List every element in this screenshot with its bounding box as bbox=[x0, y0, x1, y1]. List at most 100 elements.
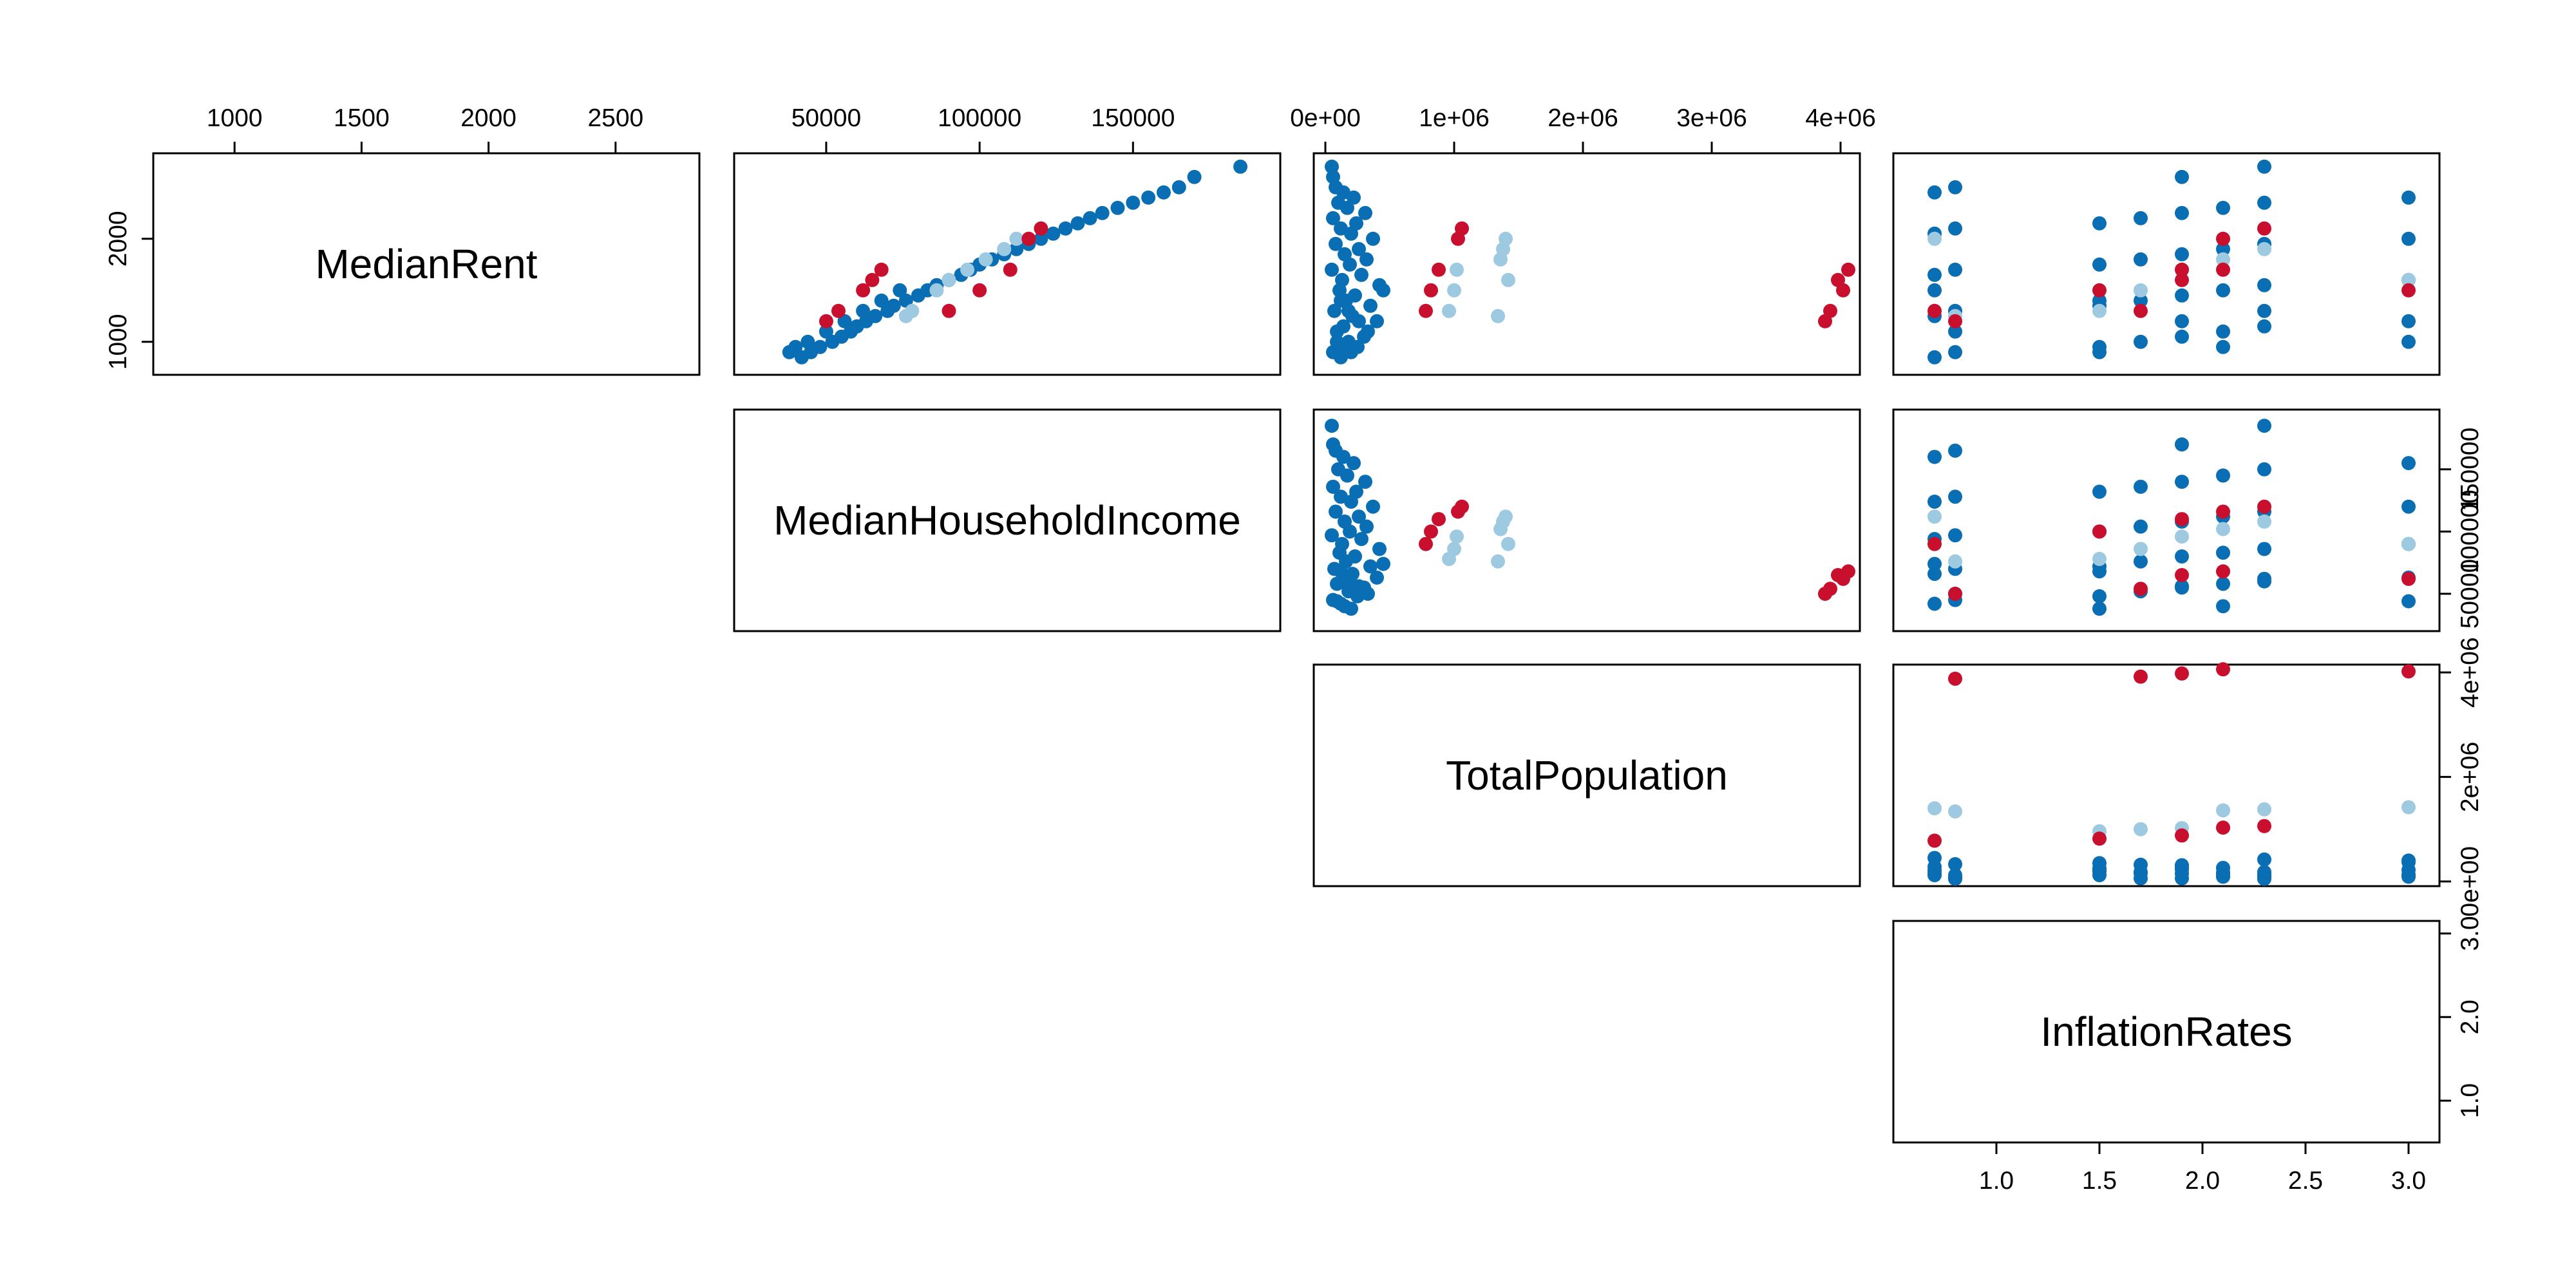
data-point-series-0 bbox=[2216, 576, 2230, 591]
data-point-series-0 bbox=[2134, 211, 2148, 225]
data-point-series-0 bbox=[1354, 267, 1368, 282]
data-point-series-0 bbox=[2216, 468, 2230, 483]
data-point-series-0 bbox=[2257, 159, 2271, 174]
data-point-series-2 bbox=[2134, 582, 2148, 596]
data-point-series-0 bbox=[1948, 489, 1962, 504]
data-point-series-2 bbox=[1823, 582, 1837, 596]
data-point-series-0 bbox=[886, 298, 901, 313]
data-point-series-2 bbox=[831, 303, 846, 318]
data-point-series-0 bbox=[2216, 545, 2230, 560]
data-point-series-2 bbox=[1841, 262, 1855, 277]
data-point-series-1 bbox=[942, 272, 956, 287]
data-point-series-0 bbox=[1927, 867, 1942, 882]
data-point-series-0 bbox=[1329, 504, 1343, 519]
data-point-series-2 bbox=[2257, 499, 2271, 514]
data-point-series-2 bbox=[2257, 819, 2271, 833]
data-point-series-0 bbox=[1325, 262, 1339, 277]
data-point-series-0 bbox=[898, 293, 913, 308]
data-point-series-0 bbox=[1110, 200, 1125, 215]
data-point-series-2 bbox=[1451, 231, 1465, 246]
data-point-series-0 bbox=[2092, 216, 2107, 231]
panel-MedianRent-InflationRates bbox=[1892, 152, 2441, 376]
variable-label-TotalPopulation: TotalPopulation bbox=[1446, 752, 1728, 799]
data-point-series-0 bbox=[1352, 509, 1366, 524]
data-point-series-0 bbox=[1083, 211, 1097, 225]
data-point-series-0 bbox=[837, 314, 852, 328]
data-point-series-2 bbox=[2134, 303, 2148, 318]
data-point-series-2 bbox=[2216, 662, 2230, 677]
data-point-series-1 bbox=[2257, 802, 2271, 817]
data-point-series-0 bbox=[2401, 190, 2416, 205]
data-point-series-0 bbox=[1335, 272, 1349, 287]
data-point-series-0 bbox=[1948, 443, 1962, 458]
top-tick-label-MedianRent: 2500 bbox=[587, 104, 643, 132]
data-point-series-0 bbox=[1352, 242, 1366, 256]
data-point-series-0 bbox=[2216, 242, 2230, 256]
data-point-series-0 bbox=[1927, 450, 1942, 464]
data-point-series-0 bbox=[2092, 257, 2107, 272]
data-point-series-2 bbox=[2257, 221, 2271, 236]
data-point-series-1 bbox=[2134, 542, 2148, 556]
data-point-series-0 bbox=[1058, 221, 1073, 236]
data-point-series-0 bbox=[2134, 857, 2148, 872]
data-point-series-2 bbox=[2401, 664, 2416, 679]
data-point-series-0 bbox=[1948, 857, 1962, 871]
data-point-series-1 bbox=[1447, 283, 1461, 298]
data-point-series-0 bbox=[1370, 570, 1384, 585]
top-tick-label-MedianRent: 1500 bbox=[334, 104, 390, 132]
data-point-series-0 bbox=[1329, 236, 1343, 251]
data-point-series-1 bbox=[2134, 283, 2148, 298]
data-point-series-0 bbox=[1327, 303, 1341, 318]
data-point-series-0 bbox=[1358, 205, 1372, 220]
axes-layer: 1000 1500 2000 2500 50000 100000 150000 0e+00 1e… bbox=[104, 104, 2484, 1195]
left-tick-label-MedianRent: 2000 bbox=[104, 211, 132, 267]
panel-MedianHouseholdIncome-InflationRates bbox=[1892, 408, 2441, 632]
data-point-series-0 bbox=[1358, 475, 1372, 489]
data-point-series-1 bbox=[2092, 303, 2107, 318]
data-point-series-1 bbox=[1450, 529, 1464, 544]
panel-MedianHouseholdIncome-MedianHouseholdIncome bbox=[733, 408, 1282, 632]
data-point-series-0 bbox=[1326, 437, 1340, 452]
right-tick-label-TotalPopulation: 4e+06 bbox=[2456, 637, 2484, 708]
data-point-series-2 bbox=[1823, 303, 1837, 318]
data-point-series-2 bbox=[2175, 666, 2189, 681]
data-point-series-1 bbox=[1501, 272, 1515, 287]
data-point-series-0 bbox=[1331, 462, 1345, 477]
data-point-series-0 bbox=[2216, 283, 2230, 298]
data-point-series-0 bbox=[1348, 549, 1362, 564]
data-point-series-0 bbox=[2092, 867, 2107, 882]
data-point-series-2 bbox=[1424, 524, 1438, 539]
top-tick-label-MedianHouseholdIncome: 50000 bbox=[791, 104, 861, 132]
right-tick-label-InflationRates: 3.0 bbox=[2456, 916, 2484, 951]
panel-MedianRent-TotalPopulation bbox=[1312, 152, 1861, 376]
data-point-series-0 bbox=[1325, 419, 1339, 433]
data-point-series-0 bbox=[1376, 556, 1390, 571]
data-point-series-0 bbox=[1927, 851, 1942, 866]
data-point-series-1 bbox=[978, 252, 993, 267]
data-point-series-0 bbox=[1948, 221, 1962, 236]
data-point-series-0 bbox=[1354, 531, 1368, 546]
data-point-series-0 bbox=[2257, 542, 2271, 556]
data-point-series-0 bbox=[2134, 554, 2148, 569]
data-point-series-2 bbox=[2401, 283, 2416, 298]
data-point-series-1 bbox=[1927, 509, 1942, 524]
data-point-series-2 bbox=[1424, 283, 1438, 298]
data-point-series-0 bbox=[2134, 479, 2148, 494]
data-point-series-1 bbox=[1501, 536, 1515, 551]
data-point-series-2 bbox=[874, 262, 889, 277]
data-point-series-2 bbox=[1927, 303, 1942, 318]
data-point-series-2 bbox=[1432, 262, 1446, 277]
data-point-series-2 bbox=[1831, 272, 1845, 287]
data-point-series-0 bbox=[1330, 334, 1344, 349]
data-point-series-2 bbox=[2134, 669, 2148, 684]
data-point-series-2 bbox=[856, 283, 871, 298]
top-tick-label-MedianHouseholdIncome: 100000 bbox=[938, 104, 1021, 132]
right-tick-label-InflationRates: 1.0 bbox=[2456, 1083, 2484, 1118]
data-point-series-0 bbox=[2092, 601, 2107, 616]
panel-MedianRent-MedianRent bbox=[152, 152, 701, 376]
data-point-series-0 bbox=[893, 283, 907, 298]
data-point-series-0 bbox=[2257, 303, 2271, 318]
data-point-series-2 bbox=[2175, 568, 2189, 583]
data-point-series-1 bbox=[960, 262, 975, 277]
data-point-series-0 bbox=[1927, 596, 1942, 611]
